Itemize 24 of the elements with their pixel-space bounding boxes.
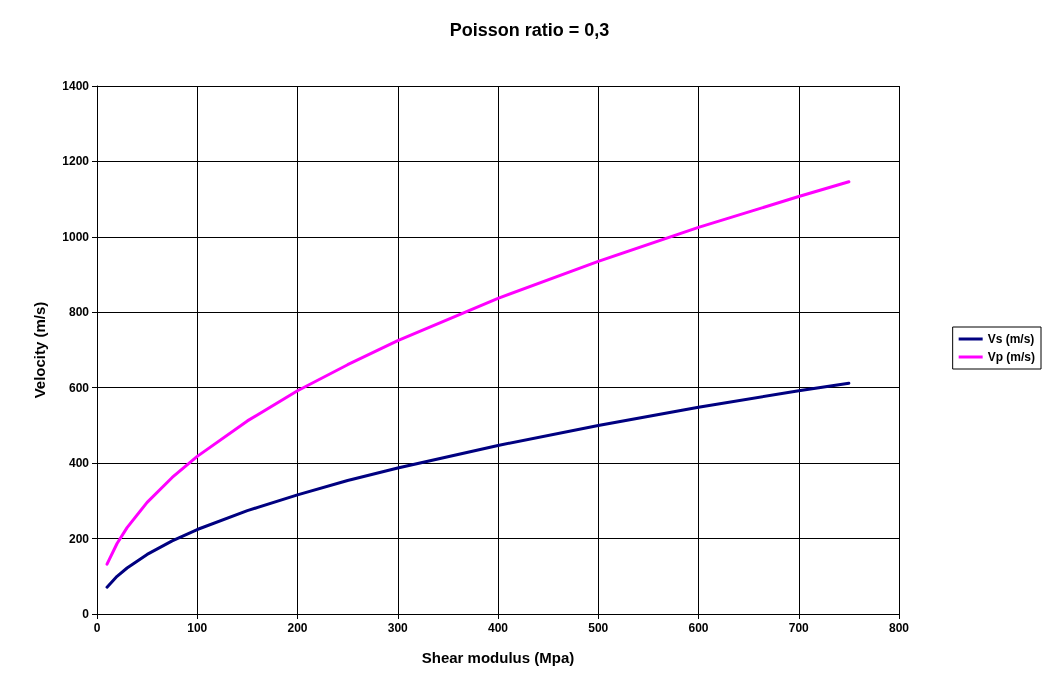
legend-label: Vs (m/s) [987,332,1035,346]
y-axis-title: Velocity (m/s) [31,301,48,399]
x-tick-label: 0 [93,621,101,635]
x-tick-label: 300 [387,621,409,635]
x-tick-label: 700 [788,621,810,635]
line-series [105,180,851,566]
y-tick-label: 1200 [62,154,90,169]
legend-label: Vp (m/s) [987,350,1036,364]
y-tick-label: 1000 [62,229,90,244]
line-series [105,381,851,589]
y-tick-label: 0 [82,607,90,621]
x-tick-label: 800 [888,621,910,635]
x-tick-label: 400 [487,621,509,635]
y-tick-label: 200 [68,531,90,546]
x-tick-label: 500 [588,621,609,635]
x-tick-label: 600 [688,621,709,635]
y-tick-label: 600 [68,380,90,395]
x-axis-title: Shear modulus (Mpa) [421,649,575,666]
chart-title: Poisson ratio = 0,3 [449,20,610,40]
y-tick-label: 400 [68,456,90,471]
y-tick-label: 1400 [62,79,90,93]
x-tick-label: 200 [287,621,308,635]
y-tick-label: 800 [68,305,90,320]
x-tick-label: 100 [187,621,208,635]
